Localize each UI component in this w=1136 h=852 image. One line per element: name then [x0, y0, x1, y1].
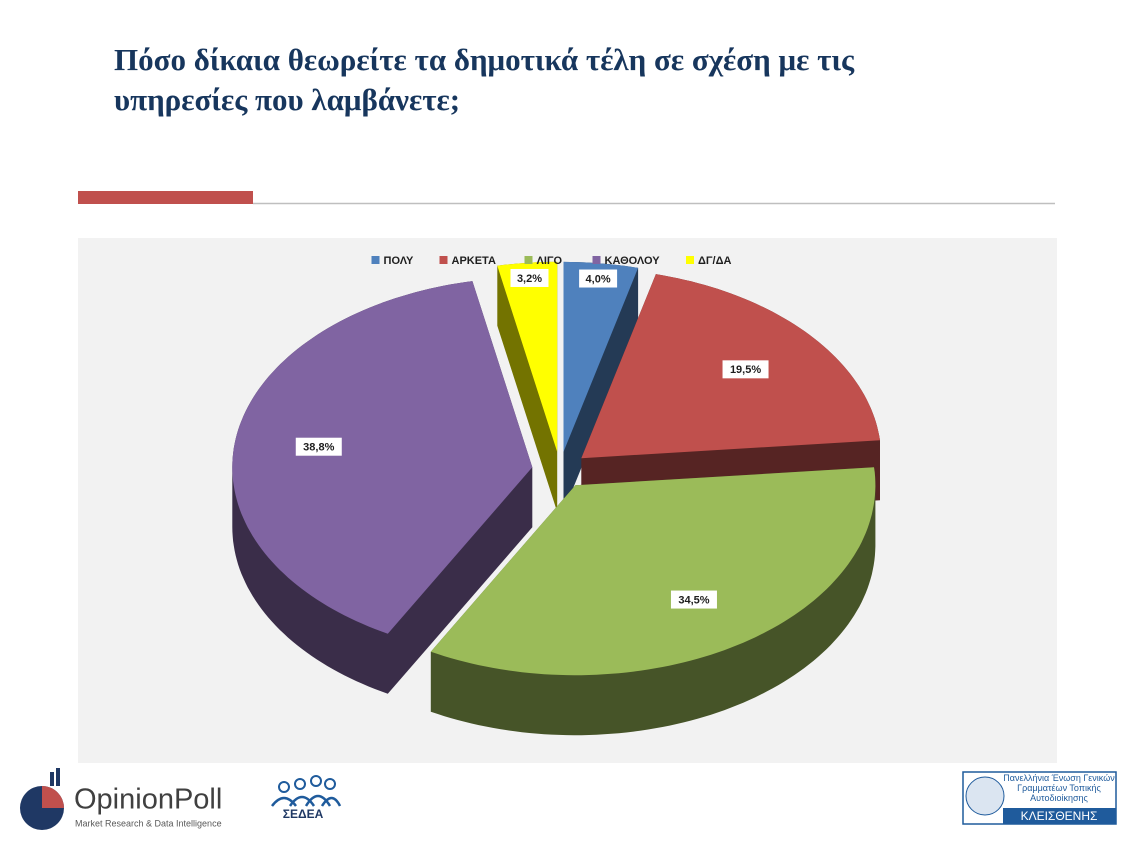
data-label: 38,8% [303, 442, 334, 454]
logo-icon [56, 768, 60, 786]
legend-swatch [592, 256, 601, 264]
slice [430, 467, 876, 676]
data-label-box [510, 268, 549, 287]
logo-text-box: Πανελλήνια Ένωση Γενικών Γραμματέων Τοπι… [1003, 773, 1115, 803]
accent-bar [78, 191, 253, 204]
logo-icon [965, 776, 1005, 816]
logo-icon [271, 794, 342, 807]
data-label: 19,5% [730, 364, 761, 376]
legend-swatch [686, 256, 694, 264]
data-label-box [579, 269, 618, 288]
data-label-box [722, 360, 769, 379]
logo-name: ΣΕΔΕΑ [283, 807, 324, 821]
legend: ΠΟΛΥ ΑΡΚΕΤΑ ΛΙΓΟ ΚΑΘΟΛΟΥ ΔΓ/ΔΑ [371, 255, 731, 267]
sedea-logo: ΣΕΔΕΑ [271, 775, 342, 821]
logo-icon [50, 772, 54, 786]
logo-name: ΚΛΕΙΣΘΕΝΗΣ [1021, 809, 1098, 823]
slice [497, 261, 558, 452]
legend-label: ΛΙΓΟ [537, 255, 563, 267]
logo-name: OpinionPoll [74, 784, 222, 816]
opinionpoll-logo: OpinionPoll Market Research & Data Intel… [20, 768, 222, 830]
slide-title: Πόσο δίκαια θεωρείτε τα δημοτικά τέλη σε… [114, 42, 855, 117]
data-label-box [670, 590, 717, 609]
legend-label: ΔΓ/ΔΑ [698, 255, 731, 267]
data-label: 3,2% [517, 273, 542, 285]
logo-icon [294, 778, 306, 790]
logo-tagline: Market Research & Data Intelligence [75, 818, 222, 828]
logo-text: Πανελλήνια Ένωση Γενικών Γραμματέων Τοπι… [1003, 773, 1115, 803]
legend-label: ΚΑΘΟΛΟΥ [605, 255, 661, 267]
logo-icon [42, 786, 64, 808]
logo-band [1003, 808, 1116, 824]
data-label: 4,0% [586, 273, 611, 285]
data-label-box [295, 437, 342, 456]
pie: 4,0% 19,5% 34,5% 38,8% 3,2% [232, 261, 880, 736]
kleisthenis-logo: Πανελλήνια Ένωση Γενικών Γραμματέων Τοπι… [962, 771, 1117, 825]
legend-swatch [371, 256, 380, 264]
logo-icon [278, 781, 290, 793]
legend-swatch [439, 256, 448, 264]
slice [563, 261, 639, 452]
logo-icon [324, 778, 336, 790]
legend-swatch [524, 256, 533, 264]
legend-label: ΑΡΚΕΤΑ [452, 255, 496, 267]
logo-icon [310, 775, 322, 787]
legend-label: ΠΟΛΥ [384, 255, 415, 267]
data-label: 34,5% [678, 594, 709, 606]
slice [232, 281, 533, 634]
